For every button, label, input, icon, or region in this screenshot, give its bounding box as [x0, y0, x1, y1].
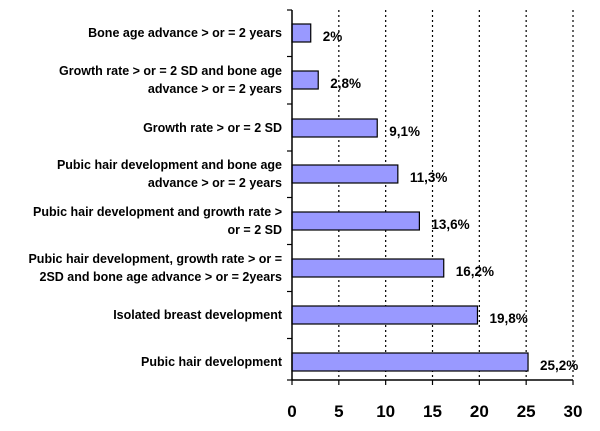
- bar: [291, 211, 420, 231]
- category-label: Growth rate > or = 2 SD: [143, 121, 282, 135]
- bar: [291, 164, 399, 184]
- bar: [291, 258, 445, 278]
- bar: [291, 305, 479, 325]
- data-label: 2,8%: [330, 76, 361, 91]
- x-tick-label: 10: [376, 402, 395, 421]
- data-label: 25,2%: [540, 358, 578, 373]
- data-label: 19,8%: [489, 311, 527, 326]
- category-label: Growth rate > or = 2 SD and bone age: [59, 64, 282, 78]
- category-label: Pubic hair development, growth rate > or…: [28, 252, 282, 266]
- x-tick-label: 30: [564, 402, 583, 421]
- category-label: 2SD and bone age advance > or = 2years: [40, 270, 283, 284]
- x-tick-label: 0: [287, 402, 296, 421]
- data-label: 2%: [323, 29, 343, 44]
- category-label: Pubic hair development: [141, 355, 283, 369]
- data-label: 11,3%: [410, 170, 448, 185]
- category-label: advance > or = 2 years: [148, 82, 282, 96]
- category-label: Bone age advance > or = 2 years: [88, 26, 282, 40]
- x-tick-label: 20: [470, 402, 489, 421]
- category-label: advance > or = 2 years: [148, 176, 282, 190]
- category-label: Pubic hair development and growth rate >: [33, 205, 282, 219]
- category-label: Pubic hair development and bone age: [57, 158, 282, 172]
- x-tick-label: 25: [517, 402, 536, 421]
- bar: [291, 118, 378, 138]
- x-tick-label: 5: [334, 402, 343, 421]
- bar: [291, 352, 529, 372]
- data-label: 9,1%: [389, 124, 420, 139]
- bar: [291, 70, 319, 90]
- category-label: Isolated breast development: [113, 308, 283, 322]
- bar: [291, 23, 312, 43]
- data-label: 13,6%: [431, 217, 469, 232]
- x-tick-label: 15: [423, 402, 442, 421]
- data-label: 16,2%: [456, 264, 494, 279]
- category-label: or = 2 SD: [227, 223, 282, 237]
